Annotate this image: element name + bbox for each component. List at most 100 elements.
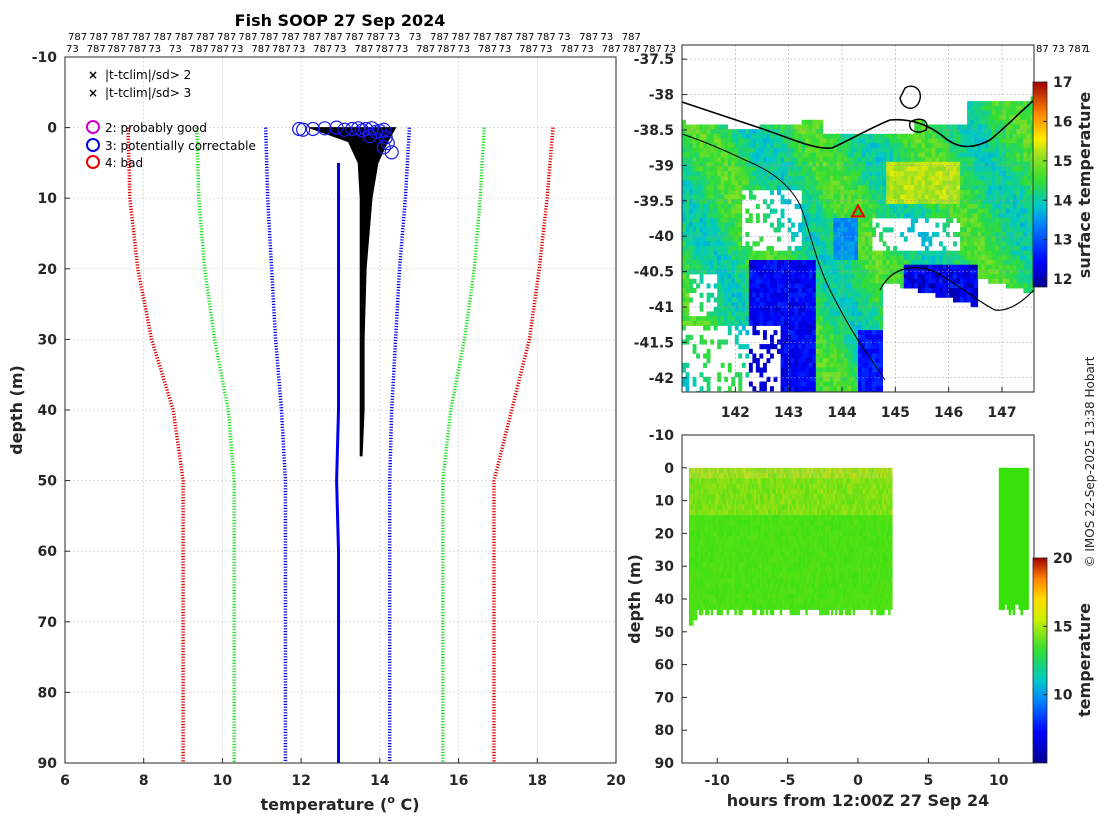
map-sst-cell	[794, 152, 799, 158]
track-data-cell	[695, 604, 698, 610]
track-data-cell	[706, 572, 710, 579]
track-data-cell	[702, 525, 706, 532]
map-sst-cell	[847, 185, 852, 191]
map-sst-cell	[886, 227, 891, 233]
map-sst-cell	[780, 264, 785, 270]
map-sst-cell	[710, 241, 715, 247]
map-sst-cell	[963, 157, 968, 163]
map-sst-cell	[889, 133, 894, 139]
map-sst-cell	[858, 325, 862, 331]
map-sst-cell	[970, 297, 975, 303]
map-sst-cell	[682, 152, 686, 158]
map-sst-cell	[984, 124, 989, 130]
map-sst-cell	[713, 138, 718, 144]
map-sst-cell	[689, 129, 693, 135]
map-sst-cell	[727, 311, 732, 317]
map-sst-cell	[741, 260, 746, 266]
map-sst-cell	[710, 339, 715, 345]
map-sst-cell	[819, 372, 824, 378]
map-sst-cell	[689, 143, 693, 149]
map-sst-cell	[984, 232, 989, 238]
map-sst-cell	[1019, 124, 1024, 130]
map-sst-cell	[833, 316, 838, 322]
map-sst-cell	[910, 157, 915, 163]
map-sst-cell	[995, 236, 1000, 242]
map-sst-cell	[896, 138, 901, 144]
map-sst-cell	[1002, 236, 1007, 242]
map-sst-cell	[696, 232, 700, 238]
map-sst-cell	[780, 372, 785, 378]
map-sst-cell	[777, 264, 781, 270]
map-sst-cell	[766, 157, 771, 163]
map-sst-cell	[815, 390, 820, 392]
map-sst-cell	[713, 297, 718, 303]
map-sst-cell	[836, 143, 841, 149]
map-sst-cell	[836, 348, 841, 354]
map-sst-cell	[713, 147, 718, 153]
map-sst-cell	[935, 161, 940, 167]
map-sst-cell	[886, 180, 891, 186]
map-sst-cell	[903, 203, 908, 209]
map-sst-cell	[819, 175, 824, 181]
map-sst-cell	[921, 288, 926, 294]
map-sst-cell	[843, 260, 848, 266]
map-sst-cell	[942, 260, 947, 266]
map-sst-cell	[858, 143, 862, 149]
track-data-cell	[724, 473, 727, 479]
map-sst-cell	[770, 255, 774, 261]
map-sst-cell	[995, 143, 1000, 149]
map-sst-cell	[1005, 129, 1010, 135]
map-sst-cell	[1012, 217, 1017, 223]
map-sst-cell	[854, 180, 859, 186]
map-sst-cell	[858, 161, 862, 167]
map-sst-cell	[875, 203, 880, 209]
map-sst-cell	[805, 246, 810, 252]
map-sst-cell	[696, 208, 700, 214]
track-data-cell	[716, 578, 720, 584]
map-sst-cell	[861, 199, 866, 205]
map-sst-cell	[949, 203, 954, 209]
profile-top-label: 787	[478, 44, 497, 55]
map-sst-cell	[685, 194, 690, 200]
map-sst-cell	[829, 348, 834, 354]
map-sst-cell	[826, 278, 831, 284]
map-sst-cell	[984, 213, 989, 219]
map-sst-cell	[706, 185, 711, 191]
map-sst-cell	[759, 152, 764, 158]
map-sst-cell	[812, 138, 817, 144]
map-sst-cell	[815, 255, 820, 261]
map-sst-cell	[889, 175, 894, 181]
map-sst-cell	[703, 138, 707, 144]
map-sst-cell	[998, 124, 1003, 130]
map-sst-cell	[784, 334, 788, 340]
map-sst-cell	[717, 376, 722, 382]
map-sst-cell	[829, 330, 834, 336]
map-sst-cell	[1027, 175, 1031, 181]
map-sst-cell	[977, 101, 982, 107]
map-sst-cell	[819, 348, 824, 354]
map-sst-cell	[794, 362, 799, 368]
map-sst-cell	[886, 157, 891, 163]
map-sst-cell	[1002, 222, 1007, 228]
track-data-cell	[689, 572, 692, 579]
map-sst-cell	[879, 344, 883, 350]
map-sst-cell	[819, 157, 824, 163]
map-sst-cell	[727, 306, 732, 312]
map-sst-cell	[921, 143, 926, 149]
track-data-cell	[700, 494, 704, 500]
track-data-cell	[724, 515, 727, 521]
map-sst-cell	[865, 232, 869, 238]
map-sst-cell	[784, 348, 788, 354]
map-sst-cell	[875, 278, 880, 284]
map-sst-cell	[808, 325, 813, 331]
map-sst-cell	[692, 250, 697, 256]
map-sst-cell	[843, 241, 848, 247]
map-sst-cell	[734, 288, 739, 294]
map-sst-cell	[727, 288, 732, 294]
map-sst-cell	[931, 152, 936, 158]
map-sst-cell	[988, 194, 993, 200]
map-sst-cell	[886, 246, 891, 252]
map-sst-cell	[829, 339, 834, 345]
map-sst-cell	[731, 381, 736, 387]
map-sst-cell	[755, 147, 760, 153]
